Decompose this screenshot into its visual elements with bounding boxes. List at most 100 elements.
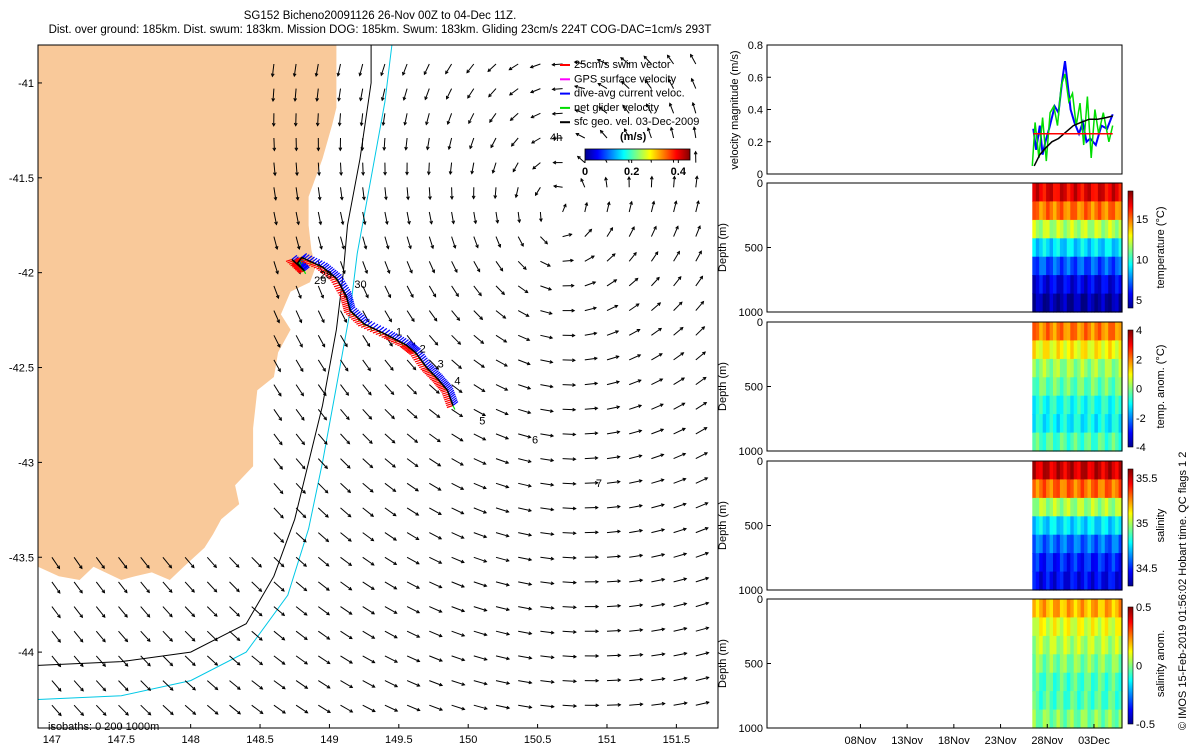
geo-vector [673,402,685,410]
dac-vector [449,391,455,397]
geo-vector [251,581,262,592]
geo-vector-head [505,558,510,562]
heatmap-cell [1073,461,1078,480]
swim-vector [425,372,433,376]
geo-vector-head [416,658,421,663]
heatmap-cell [1056,599,1061,618]
geo-vector-head [660,428,665,433]
geo-vector-head [483,657,488,661]
geo-vector [562,630,576,633]
geo-vector [575,109,585,114]
swim-vector [395,341,402,345]
dac-vector [345,290,352,296]
heatmap-cell [1042,635,1047,655]
geo-vector-head [550,433,555,438]
heatmap-cell [1046,635,1051,655]
geo-vector [606,530,621,534]
heatmap-cell [1084,275,1089,295]
map-x-tick-label: 150.5 [524,734,552,746]
swim-vector [357,323,365,327]
geo-vector [629,529,643,534]
geo-vector [495,408,508,415]
heatmap-cell [1111,553,1116,573]
geo-vector [487,63,497,72]
heatmap-cell [1084,377,1089,397]
geo-vector-head [295,172,299,177]
geo-vector-head [452,244,457,249]
geo-vector [466,63,475,74]
swim-vector [409,351,416,355]
geo-vector-head [703,427,708,431]
geo-vector [229,556,240,568]
heatmap-cell [1039,358,1044,378]
heatmap-cell [1059,691,1064,711]
geo-vector [651,703,665,706]
geo-vector [695,477,708,484]
heatmap-cell [1053,571,1057,591]
geo-vector [362,532,374,542]
geo-vector [384,680,398,688]
heatmap-cell [1077,219,1082,239]
dac-vector [381,327,388,333]
heatmap-cell [1035,635,1040,655]
heatmap-cell [1101,340,1106,360]
geo-vector-head [449,195,454,200]
geo-vector-head [169,662,174,667]
geo-vector [406,556,420,565]
geo-vector [644,79,652,89]
geo-vector [473,507,487,514]
heatmap-cell [1101,275,1106,295]
swim-vector [420,366,427,371]
heatmap-cell [1084,479,1089,499]
geo-vector [162,606,173,618]
geo-vector-head [402,96,407,101]
geo-vector-head [573,679,578,684]
geo-vector [429,606,442,613]
swim-vector [416,361,423,365]
geo-vector [695,452,708,460]
geo-vector-head [593,356,598,361]
geo-vector [448,137,453,150]
heatmap-cell [1049,599,1054,618]
heatmap-cell [1056,358,1061,378]
geo-vector [340,704,353,713]
heatmap-cell [1035,709,1040,729]
heatmap-cell [1049,516,1054,536]
heatmap-cell [1104,395,1109,415]
geo-vector-head [633,251,637,256]
geo-vector-head [191,613,196,618]
geo-vector [318,680,331,689]
heatmap-cell [1039,256,1044,276]
geo-vector-head [273,196,278,201]
dac-vector [338,278,345,284]
heatmap-cell [1056,275,1061,295]
geo-vector-head [391,439,396,444]
heatmap-cell [1091,497,1095,517]
geo-vector-head [393,537,397,541]
heatmap-cell [1091,654,1095,674]
heatmap-cell [1035,534,1040,554]
geo-vector [629,480,642,484]
heatmap-cell [1066,617,1071,637]
geo-vector [495,704,510,709]
heatmap-cell [1101,599,1106,618]
geo-vector-head [361,196,366,201]
geo-vector [380,63,386,76]
dac-vector [430,367,437,373]
geo-vector [449,162,453,175]
geo-vector [606,279,617,287]
geo-vector [691,78,697,89]
geo-vector [651,628,665,632]
geo-vector [184,556,195,568]
geo-vector [140,630,151,642]
heatmap-cell [1087,275,1092,295]
geo-vector [362,211,366,225]
geo-vector [629,505,642,509]
swim-vector [383,335,391,340]
heatmap-cell [1039,395,1044,415]
geo-vector [495,359,508,367]
geo-vector-head [409,269,413,274]
geo-vector [651,327,662,336]
heatmap-cell [1066,516,1071,536]
